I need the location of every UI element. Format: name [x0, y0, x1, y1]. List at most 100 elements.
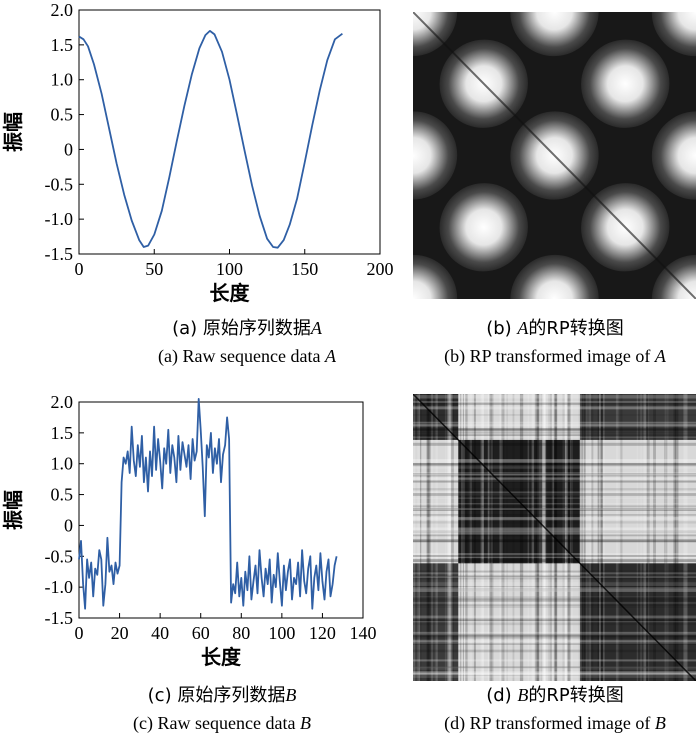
rp-d-stripe — [436, 394, 438, 681]
rp-d-stripe — [491, 394, 494, 681]
rp-d-stripe — [413, 505, 696, 508]
rp-b-blob — [510, 12, 599, 57]
rp-d-stripe — [469, 394, 472, 681]
rp-d-stripe — [413, 633, 696, 637]
rp-d-stripe — [512, 394, 515, 681]
rp-d-stripe — [413, 497, 696, 500]
rp-d-stripe — [413, 421, 696, 424]
c-xtick-label: 60 — [192, 623, 210, 643]
rp-d-stripe — [413, 575, 696, 578]
rp-d-stripe — [499, 394, 503, 681]
rp-b-blob — [581, 39, 670, 128]
rp-d-stripe — [578, 394, 582, 681]
c-ytick-label: -0.5 — [45, 546, 74, 566]
rp-d-stripe — [413, 588, 696, 592]
rp-b-blob — [510, 254, 599, 299]
a-ytick-label: -1.0 — [45, 209, 74, 229]
rp-d-stripe — [413, 570, 696, 573]
caption-a-zh: (a) 原始序列数据A — [172, 318, 323, 339]
rp-d-stripe — [413, 555, 696, 557]
rp-d-stripe — [653, 394, 656, 681]
rp-d-stripe — [506, 394, 508, 681]
rp-d-stripe — [413, 529, 696, 532]
rp-d-stripe — [413, 596, 696, 598]
rp-d-stripe — [413, 575, 696, 577]
rp-d-stripe — [489, 394, 493, 681]
panel-d-rp-image — [413, 394, 696, 681]
rp-d-stripe — [413, 463, 696, 466]
rp-d-stripe — [548, 394, 551, 681]
rp-b-blob — [439, 183, 528, 272]
rp-d-stripe — [413, 589, 696, 592]
rp-d-stripe — [413, 423, 696, 426]
rp-d-stripe — [535, 394, 539, 681]
rp-d-stripe — [413, 540, 696, 543]
rp-d-stripe — [583, 394, 586, 681]
rp-d-stripe — [418, 394, 421, 681]
rp-d-stripe — [413, 631, 696, 636]
rp-d-stripe — [444, 394, 447, 681]
rp-d-stripe — [664, 394, 667, 681]
rp-d-stripe — [413, 436, 696, 439]
rp-d-stripe — [540, 394, 544, 681]
a-x-axis-label: 长度 — [210, 281, 251, 305]
rp-d-stripe — [450, 394, 454, 681]
c-ytick-label: -1.5 — [45, 608, 74, 628]
rp-d-stripe — [413, 517, 696, 520]
rp-d-stripe — [537, 394, 540, 681]
rp-d-stripe — [683, 394, 686, 681]
rp-d-stripe — [599, 394, 601, 681]
rp-b-blob — [421, 0, 546, 3]
rp-d-stripe — [431, 394, 434, 681]
rp-d-stripe — [413, 641, 696, 644]
rp-d-stripe — [413, 622, 696, 626]
rp-d-stripe — [413, 459, 696, 463]
rp-d-stripe — [599, 394, 604, 681]
rp-d-stripe — [413, 491, 696, 493]
panel-c-line-chart: 0 20 40 60 80 100 120 140 2.0 1.5 1.0 0.5 0 -0.5 -1.0 -… — [1, 392, 377, 669]
rp-d-stripe — [413, 674, 696, 678]
rp-d-block — [579, 394, 696, 440]
a-xtick-label: 200 — [367, 259, 394, 279]
rp-d-stripe — [413, 428, 696, 432]
rp-d-stripe — [413, 507, 696, 512]
c-ytick-label: 1.5 — [51, 423, 74, 443]
rp-d-stripe — [413, 659, 696, 662]
rp-d-stripe — [600, 394, 603, 681]
rp-d-stripe — [413, 615, 696, 619]
rp-d-stripe — [413, 530, 696, 534]
rp-d-stripe — [588, 394, 590, 681]
caption-b-en: (b) RP transformed image of A — [444, 346, 667, 367]
rp-d-stripe — [460, 394, 462, 681]
rp-d-stripe — [473, 394, 476, 681]
caption-c-en: (c) Raw sequence data B — [133, 713, 311, 734]
c-ytick-label: 1.0 — [51, 454, 74, 474]
c-xtick-label: 0 — [75, 623, 84, 643]
rp-d-stripe — [413, 666, 696, 668]
rp-d-stripe — [413, 493, 696, 496]
a-xtick-label: 150 — [291, 259, 318, 279]
rp-d-stripe — [538, 394, 541, 681]
caption-d-zh: (d) B的RP转换图 — [486, 685, 624, 706]
rp-d-stripe — [581, 394, 583, 681]
rp-d-stripe — [413, 488, 696, 491]
rp-d-stripe — [481, 394, 484, 681]
rp-d-stripe — [567, 394, 570, 681]
rp-d-stripe — [684, 394, 687, 681]
rp-d-stripe — [413, 473, 696, 477]
rp-d-stripe — [426, 394, 429, 681]
a-xtick-label: 0 — [75, 259, 84, 279]
rp-d-stripe — [413, 619, 696, 622]
rp-d-stripe — [537, 394, 539, 681]
rp-d-stripe — [465, 394, 468, 681]
rp-d-stripe — [427, 394, 430, 681]
rp-d-stripe — [531, 394, 535, 681]
rp-d-stripe — [434, 394, 439, 681]
rp-d-stripe — [501, 394, 505, 681]
rp-d-stripe — [413, 402, 696, 405]
c-xtick-label: 100 — [268, 623, 295, 643]
rp-b-blob — [563, 0, 688, 3]
rp-d-stripe — [542, 394, 547, 681]
rp-d-stripe — [562, 394, 566, 681]
rp-d-stripe — [413, 587, 696, 590]
